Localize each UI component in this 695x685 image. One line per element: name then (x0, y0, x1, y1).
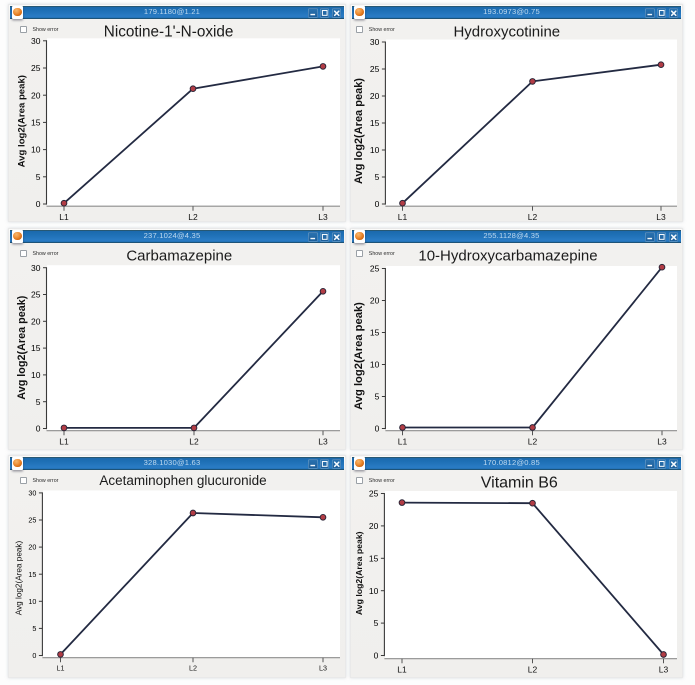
svg-text:10: 10 (28, 597, 36, 606)
svg-text:0: 0 (36, 424, 41, 434)
svg-text:20: 20 (369, 521, 379, 531)
svg-text:25: 25 (31, 63, 41, 73)
svg-text:L1: L1 (398, 437, 408, 447)
svg-text:10-Hydroxycarbamazepine: 10-Hydroxycarbamazepine (418, 248, 597, 265)
svg-text:20: 20 (370, 296, 380, 306)
svg-text:20: 20 (28, 543, 36, 552)
svg-text:25: 25 (369, 489, 379, 499)
svg-text:25: 25 (31, 290, 41, 300)
svg-text:30: 30 (31, 263, 41, 273)
svg-text:10: 10 (31, 145, 41, 155)
svg-text:L3: L3 (318, 437, 328, 447)
svg-text:L1: L1 (398, 212, 408, 221)
svg-text:30: 30 (28, 489, 36, 498)
svg-text:L3: L3 (656, 212, 666, 221)
svg-text:Hydroxycotinine: Hydroxycotinine (453, 24, 560, 41)
svg-text:Nicotine-1'-N-oxide: Nicotine-1'-N-oxide (104, 24, 234, 41)
svg-text:5: 5 (375, 392, 380, 402)
svg-text:5: 5 (375, 172, 380, 182)
svg-text:15: 15 (370, 118, 380, 128)
svg-text:L1: L1 (397, 665, 407, 675)
svg-text:L2: L2 (189, 437, 199, 447)
svg-text:10: 10 (370, 360, 380, 370)
svg-text:Avg log2(Area peak): Avg log2(Area peak) (353, 78, 365, 184)
svg-text:Acetaminophen glucuronide: Acetaminophen glucuronide (99, 473, 266, 488)
svg-text:20: 20 (31, 90, 41, 100)
svg-text:10: 10 (31, 370, 41, 380)
svg-text:0: 0 (375, 424, 380, 434)
svg-text:30: 30 (370, 37, 380, 47)
svg-text:L3: L3 (318, 212, 328, 221)
svg-text:L2: L2 (189, 663, 197, 672)
svg-text:L1: L1 (57, 663, 65, 672)
svg-text:L2: L2 (528, 212, 538, 221)
svg-text:0: 0 (32, 651, 36, 660)
svg-text:0: 0 (374, 651, 379, 661)
svg-text:20: 20 (370, 91, 380, 101)
svg-text:Avg log2(Area peak): Avg log2(Area peak) (16, 295, 28, 399)
svg-text:15: 15 (369, 553, 379, 563)
svg-text:0: 0 (375, 199, 380, 209)
svg-text:5: 5 (36, 172, 41, 182)
svg-text:15: 15 (28, 570, 36, 579)
svg-text:10: 10 (370, 145, 380, 155)
svg-text:20: 20 (31, 316, 41, 326)
svg-text:L3: L3 (657, 437, 667, 447)
svg-text:Avg log2(Area peak): Avg log2(Area peak) (354, 531, 364, 615)
svg-text:15: 15 (31, 118, 41, 128)
svg-text:30: 30 (31, 36, 41, 46)
svg-text:0: 0 (36, 199, 41, 209)
svg-text:25: 25 (370, 264, 380, 274)
svg-text:Carbamazepine: Carbamazepine (126, 248, 232, 265)
svg-text:5: 5 (36, 397, 41, 407)
svg-text:5: 5 (32, 624, 36, 633)
svg-text:L3: L3 (319, 663, 327, 672)
svg-text:15: 15 (31, 343, 41, 353)
svg-text:L2: L2 (188, 212, 198, 221)
svg-text:L1: L1 (59, 212, 69, 221)
svg-text:Avg log2(Area peak): Avg log2(Area peak) (17, 75, 28, 167)
svg-text:Avg log2(Area peak): Avg log2(Area peak) (353, 302, 365, 410)
svg-text:L2: L2 (528, 437, 538, 447)
svg-text:25: 25 (28, 516, 36, 525)
svg-text:15: 15 (370, 328, 380, 338)
svg-text:L3: L3 (659, 665, 669, 675)
svg-text:Avg log2(Area peak): Avg log2(Area peak) (15, 540, 24, 615)
svg-text:L1: L1 (59, 437, 69, 447)
svg-text:25: 25 (370, 64, 380, 74)
svg-text:Vitamin B6: Vitamin B6 (481, 475, 558, 492)
svg-text:L2: L2 (528, 665, 538, 675)
svg-text:10: 10 (369, 586, 379, 596)
svg-text:5: 5 (374, 618, 379, 628)
